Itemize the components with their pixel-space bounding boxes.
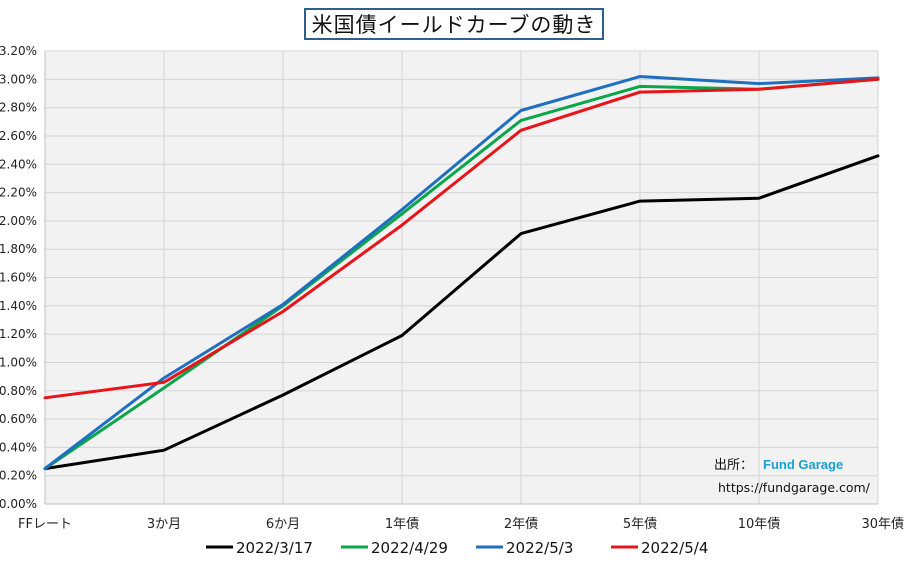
x-tick-label: 10年債	[738, 517, 781, 532]
series-line	[43, 77, 880, 400]
y-tick-label: 2.80%	[0, 101, 37, 115]
y-tick-label: 0.40%	[0, 440, 37, 454]
source-brand: Fund Garage	[763, 457, 843, 472]
chart-title: 米国債イールドカーブの動き	[304, 8, 604, 40]
x-tick-label: FFレート	[18, 517, 72, 532]
y-tick-label: 0.00%	[0, 497, 37, 511]
y-tick-label: 0.20%	[0, 469, 37, 483]
y-tick-label: 0.60%	[0, 412, 37, 426]
x-tick-label: 1年債	[385, 517, 419, 532]
legend-label: 2022/4/29	[371, 539, 448, 557]
y-tick-label: 1.20%	[0, 327, 37, 341]
x-tick-label: 30年債	[861, 517, 904, 532]
legend-label: 2022/5/4	[641, 539, 708, 557]
y-tick-label: 1.00%	[0, 355, 37, 369]
y-tick-label: 2.40%	[0, 157, 37, 171]
x-tick-label: 3か月	[147, 517, 181, 532]
y-tick-label: 1.60%	[0, 271, 37, 285]
x-tick-label: 2年債	[504, 517, 538, 532]
chart-title-text: 米国債イールドカーブの動き	[311, 13, 597, 37]
y-tick-label: 3.20%	[0, 44, 37, 58]
x-tick-label: 5年債	[623, 517, 657, 532]
legend: 2022/3/17 2022/4/29 2022/5/3 2022/5/4	[206, 539, 708, 557]
y-tick-label: 2.60%	[0, 129, 37, 143]
x-tick-label: 6か月	[266, 517, 300, 532]
y-tick-label: 2.20%	[0, 186, 37, 200]
y-axis-ticks: 0.00% 0.20% 0.40% 0.60% 0.80% 1.00% 1.20% 1.40%…	[0, 44, 37, 511]
legend-label: 2022/5/3	[506, 539, 573, 557]
source-url: https://fundgarage.com/	[718, 480, 871, 495]
y-tick-label: 3.00%	[0, 72, 37, 86]
series-line	[43, 75, 880, 471]
y-tick-label: 1.40%	[0, 299, 37, 313]
legend-label: 2022/3/17	[236, 539, 313, 557]
source-label: 出所：	[714, 458, 753, 473]
series-lines	[43, 75, 880, 471]
y-tick-label: 1.80%	[0, 242, 37, 256]
x-axis-ticks: FFレート 3か月 6か月 1年債 2年債 5年債 10年債 30年債	[18, 517, 904, 532]
gridlines	[44, 50, 879, 505]
y-tick-label: 0.80%	[0, 384, 37, 398]
y-tick-label: 2.00%	[0, 214, 37, 228]
source-annotation: 出所： Fund Garage https://fundgarage.com/	[714, 457, 871, 495]
series-line	[43, 154, 880, 471]
